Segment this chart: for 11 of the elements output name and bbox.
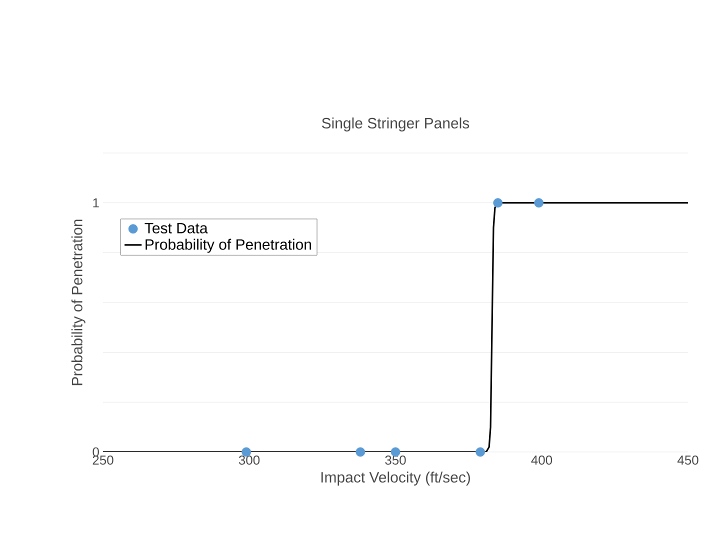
x-axis-title: Impact Velocity (ft/sec) [321, 472, 470, 486]
x-tick-label: 350 [385, 456, 406, 465]
x-tick-label: 250 [92, 456, 114, 465]
legend-label: Probability of Penetration [146, 238, 312, 253]
y-tick-label: 1 [93, 198, 99, 208]
legend-label: Test Data [144, 222, 208, 234]
chart-title: Single Stringer Panels [322, 117, 470, 132]
x-tick-label: 400 [531, 456, 552, 465]
x-tick-label: 450 [677, 456, 698, 465]
x-tick-label: 300 [238, 456, 260, 465]
y-axis-title: Probability of Penetration [71, 220, 86, 386]
